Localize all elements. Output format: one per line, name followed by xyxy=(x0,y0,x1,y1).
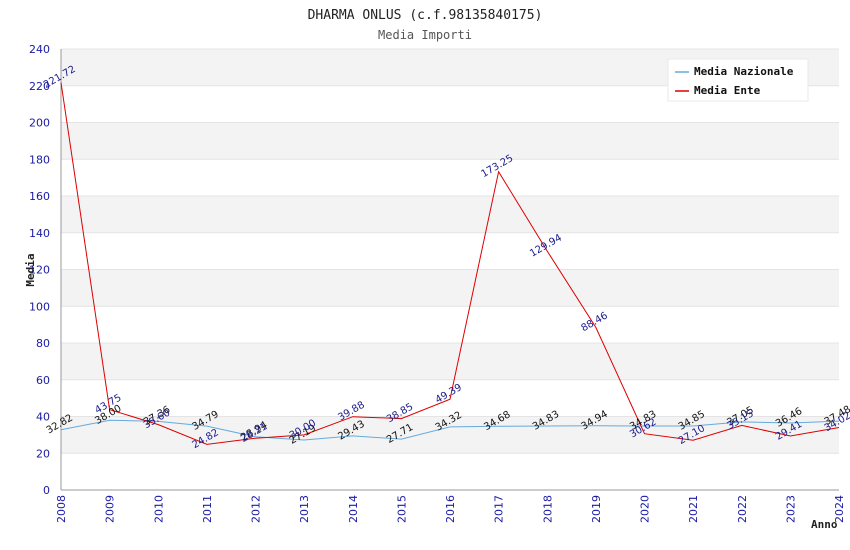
y-tick-label: 80 xyxy=(36,337,50,350)
legend-entry-media-ente: Media Ente xyxy=(694,84,761,97)
y-tick-label: 160 xyxy=(29,190,50,203)
y-tick-label: 100 xyxy=(29,300,50,313)
series-line-media-ente xyxy=(60,82,840,445)
y-tick-label: 20 xyxy=(36,447,50,460)
x-tick-label: 2024 xyxy=(833,495,846,523)
x-tick-label: 2012 xyxy=(250,495,263,523)
plot-band xyxy=(61,159,839,196)
legend-box xyxy=(667,58,809,102)
y-axis-ticks: 0 20 40 60 80 100 120 140 160 180 200 220 240 xyxy=(29,43,50,497)
chart-subtitle: Media Importi xyxy=(378,28,472,42)
y-tick-label: 40 xyxy=(36,411,50,424)
plot-background-bands xyxy=(61,49,839,490)
y-axis-label: Media xyxy=(24,253,37,286)
y-tick-label: 120 xyxy=(29,264,50,277)
x-tick-label: 2014 xyxy=(347,495,360,523)
x-tick-label: 2018 xyxy=(541,495,554,523)
x-tick-label: 2008 xyxy=(55,495,68,523)
x-tick-label: 2017 xyxy=(493,495,506,523)
y-tick-label: 220 xyxy=(29,80,50,93)
x-tick-label: 2021 xyxy=(687,495,700,523)
y-tick-label: 140 xyxy=(29,227,50,240)
x-axis-label: Anno xyxy=(811,518,838,531)
x-tick-label: 2015 xyxy=(395,495,408,523)
x-tick-label: 2019 xyxy=(590,495,603,523)
x-tick-label: 2016 xyxy=(444,495,457,523)
y-tick-label: 0 xyxy=(43,484,50,497)
plot-band xyxy=(61,306,839,343)
x-tick-label: 2020 xyxy=(639,495,652,523)
x-tick-label: 2011 xyxy=(201,495,214,523)
plot-band xyxy=(61,269,839,307)
y-tick-label: 240 xyxy=(29,43,50,56)
x-tick-label: 2023 xyxy=(784,495,797,523)
plot-band xyxy=(61,122,839,160)
series-line-media-nazionale xyxy=(60,419,840,441)
x-axis-ticks: 2008 2009 2010 2011 2012 2013 2014 2015 2016 2017… xyxy=(55,495,846,523)
plot-band xyxy=(61,343,839,380)
legend-entry-media-nazionale: Media Nazionale xyxy=(694,65,794,78)
x-tick-label: 2013 xyxy=(298,495,311,523)
x-tick-label: 2009 xyxy=(104,495,117,523)
plot-band xyxy=(61,196,839,233)
plot-band xyxy=(61,232,839,270)
axes xyxy=(60,49,839,491)
y-tick-label: 180 xyxy=(29,153,50,166)
y-tick-label: 60 xyxy=(36,374,50,387)
x-tick-label: 2010 xyxy=(152,495,165,523)
x-tick-label: 2022 xyxy=(736,495,749,523)
chart-title: DHARMA ONLUS (c.f.98135840175) xyxy=(308,8,543,23)
y-tick-label: 200 xyxy=(29,117,50,130)
legend: Media Nazionale Media Ente xyxy=(667,58,809,102)
plot-band xyxy=(61,453,839,490)
series-lines xyxy=(60,82,840,445)
